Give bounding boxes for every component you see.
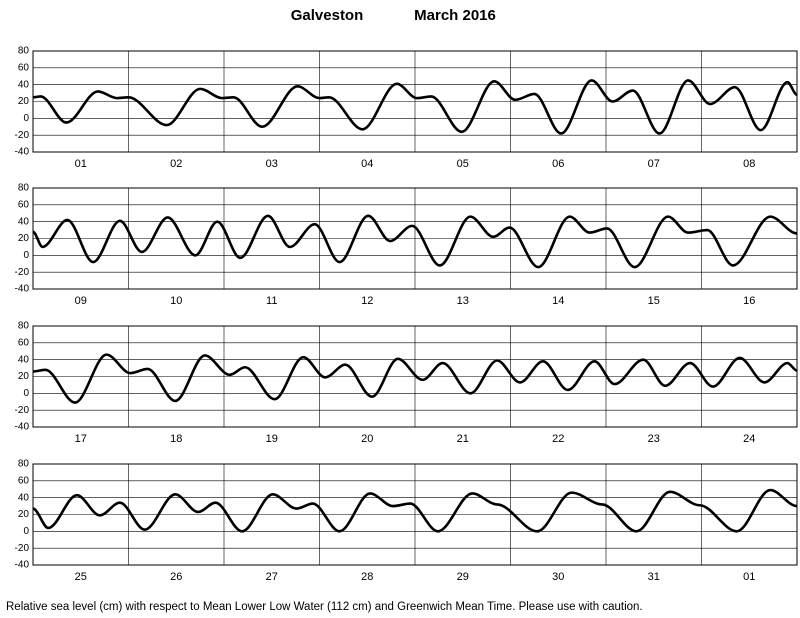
x-tick-label: 27	[266, 571, 278, 583]
x-tick-label: 10	[170, 295, 182, 307]
x-tick-label: 03	[266, 158, 278, 170]
y-tick-label: 20	[18, 509, 30, 520]
y-tick-label: -40	[15, 560, 30, 571]
tide-line	[32, 353, 798, 404]
x-tick-label: 19	[266, 433, 278, 445]
y-tick-label: 20	[18, 371, 30, 382]
tide-line	[32, 488, 798, 533]
x-tick-label: 13	[457, 295, 469, 307]
x-tick-label: 16	[743, 295, 755, 307]
x-tick-label: 01	[75, 158, 87, 170]
y-tick-label: 80	[18, 459, 30, 470]
tide-line	[32, 214, 798, 269]
x-tick-label: 31	[648, 571, 660, 583]
x-tick-label: 08	[743, 158, 755, 170]
y-tick-label: 20	[18, 233, 30, 244]
x-tick-label: 28	[361, 571, 373, 583]
y-tick-label: 80	[18, 46, 30, 57]
x-tick-label: 24	[743, 433, 755, 445]
chart-title: Galveston	[291, 7, 364, 24]
y-tick-label: -20	[15, 130, 30, 141]
x-tick-label: 21	[457, 433, 469, 445]
x-tick-label: 04	[361, 158, 373, 170]
y-tick-label: -40	[15, 422, 30, 433]
tide-line	[32, 79, 798, 135]
x-tick-label: 18	[170, 433, 182, 445]
footnote: Relative sea level (cm) with respect to …	[6, 601, 643, 613]
x-tick-label: 22	[552, 433, 564, 445]
x-tick-label: 20	[361, 433, 373, 445]
y-tick-label: 40	[18, 79, 30, 90]
x-tick-label: 29	[457, 571, 469, 583]
y-tick-label: 60	[18, 475, 30, 486]
x-tick-label: 30	[552, 571, 564, 583]
x-tick-label: 09	[75, 295, 87, 307]
y-tick-label: -20	[15, 267, 30, 278]
y-tick-label: 0	[23, 388, 29, 399]
y-tick-label: -20	[15, 543, 30, 554]
y-tick-label: 40	[18, 216, 30, 227]
y-tick-label: 60	[18, 337, 30, 348]
y-tick-label: 40	[18, 492, 30, 503]
x-tick-label: 17	[75, 433, 87, 445]
x-tick-label: 01	[743, 571, 755, 583]
x-tick-label: 02	[170, 158, 182, 170]
y-tick-label: -40	[15, 284, 30, 295]
y-tick-label: 0	[23, 250, 29, 261]
x-tick-label: 25	[75, 571, 87, 583]
x-tick-label: 06	[552, 158, 564, 170]
y-tick-label: 80	[18, 183, 30, 194]
y-tick-label: -40	[15, 147, 30, 158]
y-tick-label: 60	[18, 199, 30, 210]
y-tick-label: -20	[15, 405, 30, 416]
y-tick-label: 20	[18, 96, 30, 107]
y-tick-label: 40	[18, 354, 30, 365]
x-tick-label: 05	[457, 158, 469, 170]
x-tick-label: 14	[552, 295, 564, 307]
x-tick-label: 11	[266, 295, 277, 307]
x-tick-label: 23	[648, 433, 660, 445]
x-tick-label: 12	[361, 295, 373, 307]
x-tick-label: 26	[170, 571, 182, 583]
x-tick-label: 07	[648, 158, 660, 170]
y-tick-label: 0	[23, 526, 29, 537]
chart-date: March 2016	[414, 7, 496, 24]
y-tick-label: 0	[23, 113, 29, 124]
x-tick-label: 15	[648, 295, 660, 307]
y-tick-label: 60	[18, 62, 30, 73]
y-tick-label: 80	[18, 321, 30, 332]
